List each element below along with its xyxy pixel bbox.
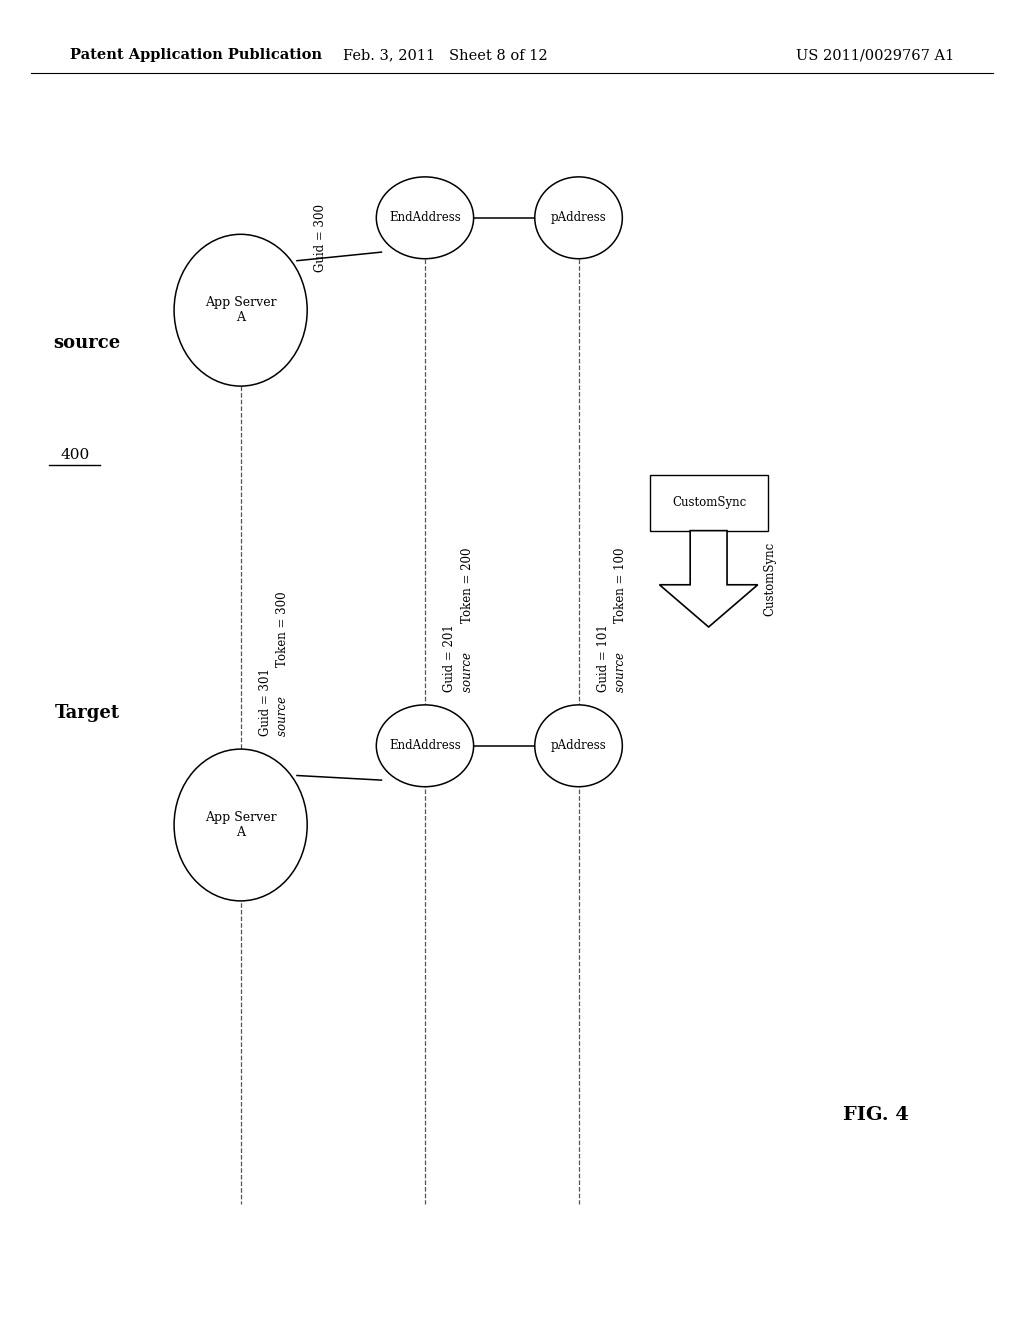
Text: Token = 200: Token = 200 [461,548,474,623]
Text: pAddress: pAddress [551,211,606,224]
Text: CustomSync: CustomSync [764,541,776,616]
Ellipse shape [377,705,473,787]
FancyBboxPatch shape [650,475,768,531]
Text: pAddress: pAddress [551,739,606,752]
Ellipse shape [535,705,623,787]
Text: 400: 400 [60,449,89,462]
Text: App Server
A: App Server A [205,810,276,840]
Text: source: source [614,648,628,692]
Text: Guid = 301: Guid = 301 [259,668,272,737]
Text: Token = 300: Token = 300 [276,591,290,668]
Text: EndAddress: EndAddress [389,739,461,752]
Text: App Server
A: App Server A [205,296,276,325]
Ellipse shape [377,177,473,259]
Text: source: source [276,692,290,737]
Text: source: source [461,648,474,692]
Text: CustomSync: CustomSync [672,496,746,510]
Text: FIG. 4: FIG. 4 [843,1106,908,1125]
Text: US 2011/0029767 A1: US 2011/0029767 A1 [797,49,954,62]
Text: Feb. 3, 2011   Sheet 8 of 12: Feb. 3, 2011 Sheet 8 of 12 [343,49,548,62]
Text: EndAddress: EndAddress [389,211,461,224]
Text: Target: Target [54,704,120,722]
Ellipse shape [174,748,307,900]
Text: Token = 100: Token = 100 [614,548,628,623]
Text: Guid = 201: Guid = 201 [443,624,457,692]
Ellipse shape [535,177,623,259]
Text: Guid = 101: Guid = 101 [597,624,610,692]
Polygon shape [659,531,758,627]
Text: Patent Application Publication: Patent Application Publication [70,49,322,62]
Ellipse shape [174,235,307,385]
Text: Guid = 300: Guid = 300 [314,203,327,272]
Text: source: source [53,334,121,352]
